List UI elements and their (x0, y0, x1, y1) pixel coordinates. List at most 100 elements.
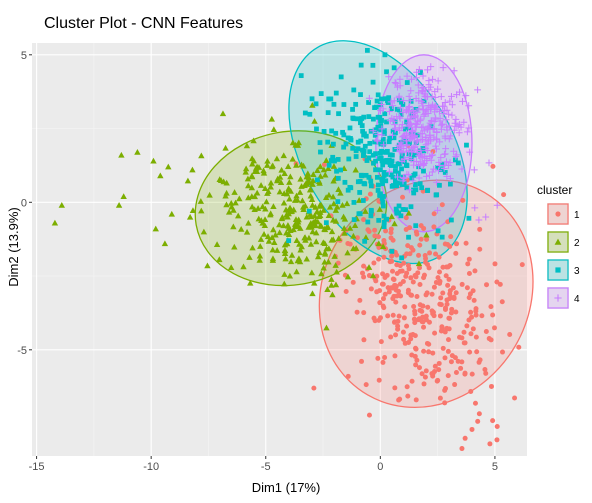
data-point (453, 290, 459, 296)
data-point (442, 400, 448, 406)
data-point (264, 162, 271, 168)
data-point (406, 115, 414, 123)
data-point (405, 243, 411, 249)
data-point (372, 318, 378, 324)
data-point (134, 148, 141, 155)
data-point (445, 135, 453, 143)
data-point (366, 228, 372, 234)
data-point (362, 143, 368, 149)
data-point (368, 213, 374, 219)
data-point (420, 314, 426, 320)
data-point (396, 313, 402, 319)
data-point (346, 156, 352, 162)
data-point (499, 299, 505, 305)
data-point (343, 200, 351, 207)
data-point (450, 126, 458, 134)
data-point (357, 211, 363, 217)
data-point (482, 366, 488, 372)
data-point (442, 116, 450, 124)
data-point (372, 132, 378, 138)
data-point (388, 226, 394, 232)
data-point (392, 353, 398, 359)
data-point (286, 238, 292, 244)
data-point (408, 75, 415, 83)
data-point (412, 119, 420, 127)
data-point (399, 174, 407, 182)
data-point (430, 165, 437, 173)
data-point (427, 137, 435, 145)
data-point (439, 202, 445, 208)
data-point (335, 157, 341, 162)
data-point (320, 264, 327, 271)
data-point (401, 315, 407, 321)
data-point (519, 262, 525, 268)
data-point (424, 261, 430, 267)
data-point (280, 190, 288, 196)
data-point (382, 274, 388, 280)
data-point (389, 253, 395, 259)
data-point (398, 213, 404, 219)
data-point (200, 228, 208, 235)
data-point (350, 145, 356, 151)
data-point (409, 378, 415, 384)
data-point (371, 260, 377, 266)
data-point (271, 239, 278, 246)
data-point (473, 312, 479, 318)
data-point (435, 228, 441, 234)
data-point (333, 130, 339, 136)
legend-key-symbol (554, 238, 562, 245)
data-point (286, 195, 293, 202)
data-point (404, 122, 412, 130)
data-point (428, 168, 436, 176)
data-point (476, 411, 482, 417)
data-point (384, 157, 390, 163)
data-point (393, 332, 399, 338)
data-point (332, 281, 340, 288)
data-point (286, 272, 294, 279)
data-point (437, 301, 443, 307)
data-point (353, 101, 359, 107)
data-point (383, 178, 389, 184)
data-point (392, 283, 398, 289)
data-point (422, 374, 428, 380)
data-point (410, 279, 416, 285)
data-point (377, 101, 385, 108)
data-point (381, 219, 387, 225)
data-point (379, 158, 385, 164)
data-point (263, 198, 270, 205)
data-point (235, 212, 242, 219)
data-point (302, 110, 308, 116)
data-point (407, 141, 412, 146)
x-tick-label: -10 (143, 461, 159, 473)
data-point (448, 294, 454, 300)
data-point (321, 162, 327, 168)
data-point (462, 370, 468, 376)
data-point (466, 215, 472, 221)
data-point (404, 384, 410, 390)
data-point (281, 280, 288, 287)
data-point (406, 97, 414, 105)
data-point (378, 150, 383, 156)
data-point (307, 192, 314, 199)
data-point (413, 346, 419, 352)
data-point (412, 333, 418, 339)
data-point (360, 198, 366, 203)
data-point (359, 123, 365, 128)
data-point (258, 217, 265, 223)
data-point (366, 114, 372, 120)
data-point (286, 179, 293, 185)
data-point (260, 167, 267, 174)
data-point (403, 106, 411, 114)
data-point (400, 155, 408, 163)
data-point (318, 223, 325, 229)
data-point (403, 170, 411, 178)
data-point (388, 334, 394, 340)
data-point (414, 81, 422, 89)
data-point (395, 288, 401, 294)
data-point (381, 128, 387, 133)
data-point (378, 123, 384, 128)
data-point (452, 382, 458, 388)
data-point (432, 102, 440, 109)
data-point (392, 130, 398, 136)
data-point (376, 377, 382, 383)
